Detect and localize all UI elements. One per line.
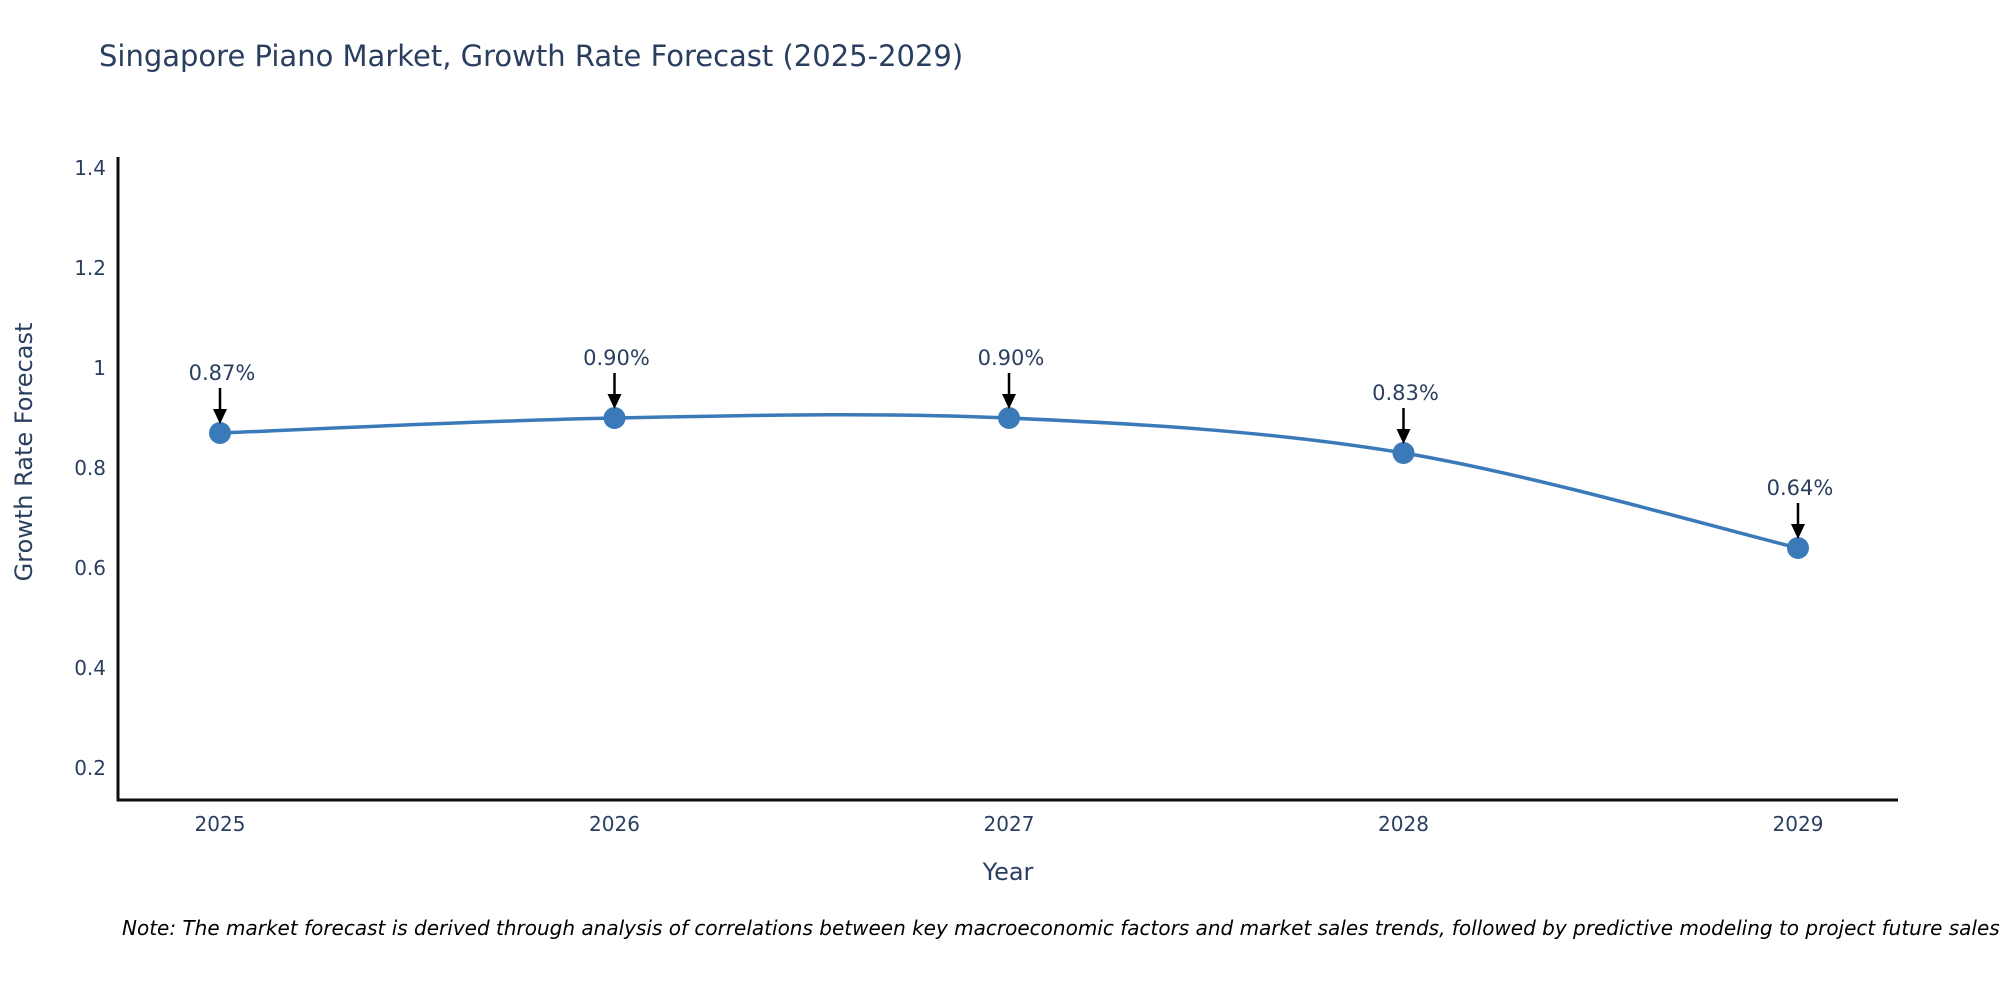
data-point-marker bbox=[1392, 442, 1415, 464]
y-tick-label: 0.4 bbox=[74, 656, 106, 680]
y-tick-label: 0.8 bbox=[74, 456, 106, 480]
chart-title: Singapore Piano Market, Growth Rate Fore… bbox=[99, 39, 964, 73]
annotation-arrow-head bbox=[1396, 429, 1411, 444]
forecast-line bbox=[219, 413, 1799, 550]
annotation-label: 0.90% bbox=[978, 346, 1045, 370]
y-tick-label: 0.6 bbox=[74, 556, 106, 580]
x-axis-title: Year bbox=[982, 858, 1034, 886]
y-tick-label: 1.2 bbox=[74, 256, 106, 280]
x-tick-label: 2027 bbox=[984, 812, 1035, 836]
data-point-marker bbox=[998, 407, 1020, 429]
data-point-marker bbox=[603, 407, 626, 429]
annotation-arrow-head bbox=[213, 409, 227, 424]
annotation-label: 0.64% bbox=[1767, 476, 1834, 500]
annotation-label: 0.83% bbox=[1372, 381, 1439, 405]
x-tick-label: 2026 bbox=[589, 812, 640, 836]
data-point-marker bbox=[1787, 537, 1809, 559]
annotation-arrow-head bbox=[1791, 524, 1805, 539]
x-tick-label: 2025 bbox=[195, 812, 246, 836]
annotation-label: 0.90% bbox=[583, 346, 650, 370]
data-point-marker bbox=[209, 422, 231, 444]
y-tick-label: 1.4 bbox=[74, 156, 106, 180]
annotation-arrow-head bbox=[607, 394, 622, 409]
y-tick-label: 0.2 bbox=[74, 756, 106, 780]
x-tick-label: 2028 bbox=[1378, 812, 1429, 836]
annotation-label: 0.87% bbox=[189, 361, 256, 385]
y-tick-label: 1 bbox=[93, 356, 106, 380]
x-tick-label: 2029 bbox=[1773, 812, 1824, 836]
footnote: Note: The market forecast is derived thr… bbox=[122, 916, 2000, 940]
annotation-arrow-head bbox=[1002, 394, 1016, 409]
